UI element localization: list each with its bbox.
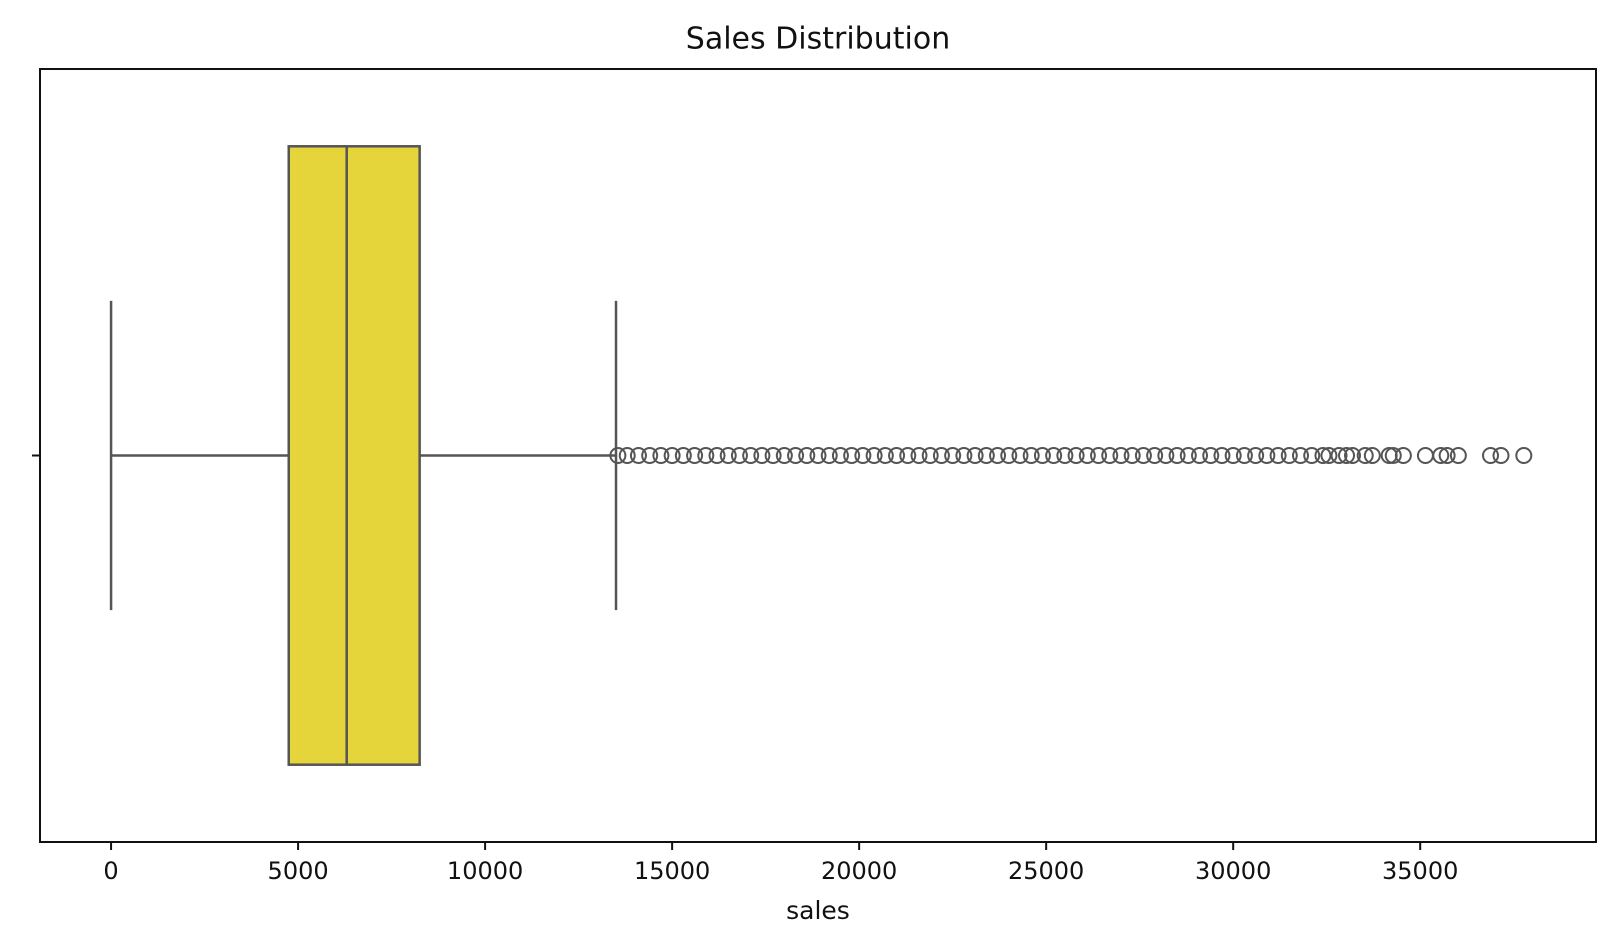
outlier — [865, 447, 883, 464]
outlier — [1078, 447, 1096, 464]
outlier — [1045, 447, 1063, 464]
outlier — [809, 447, 827, 464]
outlier — [1292, 447, 1310, 464]
outlier — [1134, 447, 1152, 464]
outlier — [876, 447, 894, 464]
outlier — [787, 447, 805, 464]
outlier — [1235, 447, 1253, 464]
outlier — [1269, 447, 1287, 464]
outlier — [753, 447, 771, 464]
outlier — [977, 447, 995, 464]
outlier — [1330, 447, 1348, 464]
outlier — [1101, 447, 1119, 464]
outlier — [1344, 447, 1362, 464]
outlier — [1320, 447, 1338, 464]
outlier — [629, 447, 647, 464]
outlier — [1438, 447, 1456, 464]
outlier — [899, 447, 917, 464]
outlier — [1356, 447, 1374, 464]
outlier — [1191, 447, 1209, 464]
x-tick-label: 30000 — [1195, 857, 1271, 885]
outlier — [1000, 447, 1018, 464]
outlier — [1314, 447, 1332, 464]
outlier — [609, 447, 627, 464]
outlier — [944, 447, 962, 464]
x-axis-label: sales — [786, 896, 850, 925]
outlier — [843, 447, 861, 464]
outlier — [1146, 447, 1164, 464]
outlier — [1449, 447, 1467, 464]
outlier — [775, 447, 793, 464]
outlier — [1280, 447, 1298, 464]
outlier — [1247, 447, 1265, 464]
outlier — [1202, 447, 1220, 464]
outlier — [1056, 447, 1074, 464]
outlier — [663, 447, 681, 464]
outlier — [1224, 447, 1242, 464]
x-tick-label: 5000 — [268, 857, 329, 885]
outlier — [1416, 447, 1434, 464]
outlier — [1112, 447, 1130, 464]
outlier — [1515, 447, 1533, 464]
outlier — [989, 447, 1007, 464]
outlier — [674, 447, 692, 464]
outlier — [1067, 447, 1085, 464]
x-tick-label: 20000 — [821, 857, 897, 885]
outlier — [1482, 447, 1500, 464]
outlier — [1157, 447, 1175, 464]
outlier — [1213, 447, 1231, 464]
outlier — [966, 447, 984, 464]
outlier — [1384, 447, 1402, 464]
outlier — [730, 447, 748, 464]
outlier — [719, 447, 737, 464]
outlier — [697, 447, 715, 464]
outlier — [1022, 447, 1040, 464]
outlier — [1090, 447, 1108, 464]
outlier — [888, 447, 906, 464]
outlier — [686, 447, 704, 464]
outlier — [1338, 447, 1356, 464]
outlier — [1033, 447, 1051, 464]
outlier — [854, 447, 872, 464]
x-tick-label: 10000 — [447, 857, 523, 885]
outlier — [652, 447, 670, 464]
outlier — [1432, 447, 1450, 464]
outlier — [1363, 447, 1381, 464]
x-tick-label: 0 — [103, 857, 118, 885]
outlier — [910, 447, 928, 464]
outlier — [1179, 447, 1197, 464]
outlier — [831, 447, 849, 464]
outlier — [798, 447, 816, 464]
box — [287, 145, 421, 766]
outlier — [708, 447, 726, 464]
outlier — [932, 447, 950, 464]
outlier — [955, 447, 973, 464]
outlier — [1492, 447, 1510, 464]
x-tick-label: 35000 — [1382, 857, 1458, 885]
outlier — [1394, 447, 1412, 464]
x-tick-label: 15000 — [634, 857, 710, 885]
outlier — [921, 447, 939, 464]
outlier — [1168, 447, 1186, 464]
outlier — [820, 447, 838, 464]
outlier — [1123, 447, 1141, 464]
chart-title: Sales Distribution — [686, 22, 950, 57]
outlier — [1258, 447, 1276, 464]
outlier — [641, 447, 659, 464]
outlier — [1011, 447, 1029, 464]
outlier — [618, 447, 636, 464]
outlier — [742, 447, 760, 464]
outlier — [764, 447, 782, 464]
outlier — [1303, 447, 1321, 464]
x-tick-label: 25000 — [1008, 857, 1084, 885]
